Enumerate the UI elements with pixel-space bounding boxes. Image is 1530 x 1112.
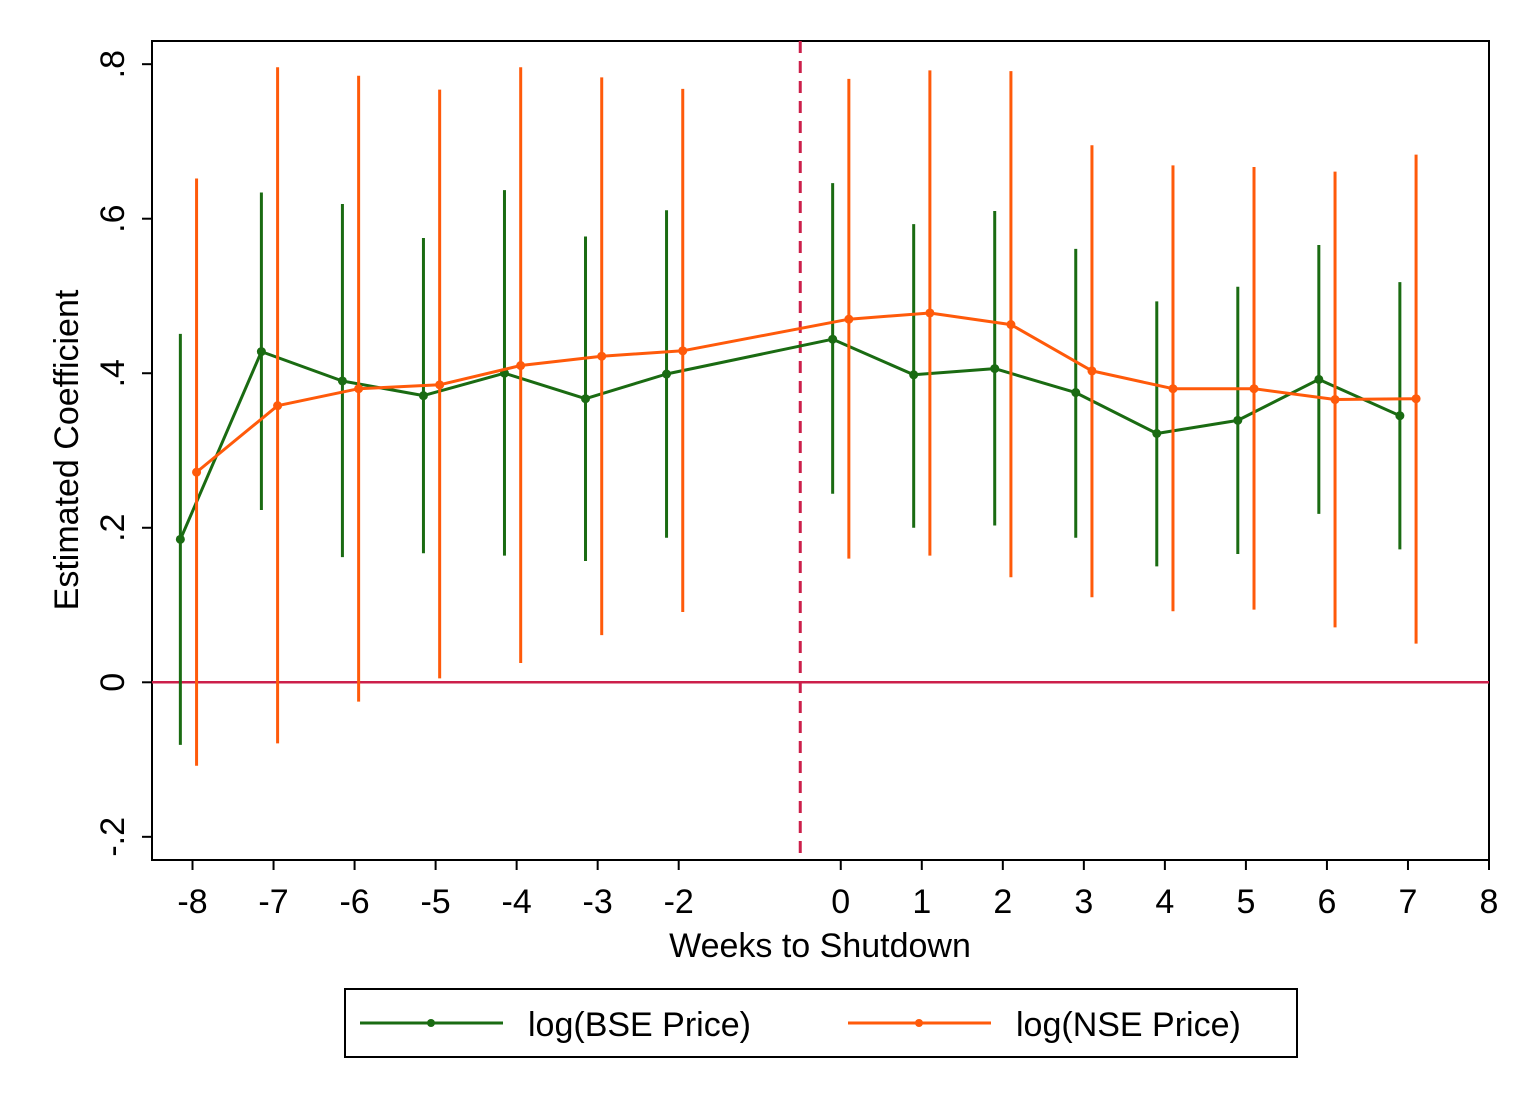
data-point [516, 361, 526, 371]
x-tick-label: 6 [1317, 883, 1336, 921]
data-point [1330, 395, 1340, 405]
y-tick-label: .4 [94, 359, 132, 387]
data-point [678, 346, 688, 356]
data-point [1314, 374, 1324, 384]
data-point [1168, 384, 1178, 394]
x-tick-label: 4 [1155, 883, 1174, 921]
reference-lines [152, 41, 1489, 860]
data-point [273, 401, 283, 411]
data-point [925, 308, 935, 318]
data-point [844, 314, 854, 324]
legend-label-bse: log(BSE Price) [528, 1006, 751, 1044]
x-tick-label: -7 [258, 883, 288, 921]
y-tick-label: -.2 [94, 817, 132, 857]
data-point [337, 376, 347, 386]
data-point [1411, 394, 1421, 404]
data-point [1071, 388, 1081, 398]
data-point [1395, 411, 1405, 421]
x-tick-label: 8 [1480, 883, 1499, 921]
data-point [909, 370, 919, 380]
x-tick-label: 7 [1399, 883, 1418, 921]
data-point [662, 369, 672, 379]
data-point [1006, 320, 1016, 330]
y-tick-label: .6 [94, 205, 132, 233]
x-tick-label: -6 [339, 883, 369, 921]
series-layer [175, 67, 1421, 766]
data-point [990, 364, 1000, 374]
y-tick-label: .8 [94, 50, 132, 78]
x-tick-label: 5 [1236, 883, 1255, 921]
data-point [1233, 415, 1243, 425]
data-point [597, 351, 607, 361]
x-tick-label: -8 [177, 883, 207, 921]
data-point [581, 394, 591, 404]
data-point [354, 384, 364, 394]
legend-label-nse: log(NSE Price) [1016, 1006, 1241, 1044]
x-tick-label: 3 [1074, 883, 1093, 921]
y-tick-label: .2 [94, 514, 132, 542]
data-point [175, 534, 185, 544]
x-tick-label: -2 [664, 883, 694, 921]
x-axis: -8 -7 -6 -5 -4 -3 -2 0 1 2 3 4 5 6 7 8 [177, 860, 1498, 921]
data-point [1152, 429, 1162, 439]
data-point [1087, 366, 1097, 376]
data-point [192, 467, 202, 477]
series-1 [192, 67, 1421, 766]
legend-marker-nse [915, 1019, 923, 1027]
x-tick-label: 2 [993, 883, 1012, 921]
x-tick-label: -5 [420, 883, 450, 921]
data-point [256, 347, 266, 357]
data-point [1249, 384, 1259, 394]
y-axis-title: Estimated Coefficient [48, 289, 86, 610]
x-tick-label: 1 [912, 883, 931, 921]
data-point [435, 380, 445, 390]
series-0 [175, 183, 1405, 745]
legend-marker-bse [427, 1019, 435, 1027]
x-tick-label: 0 [831, 883, 850, 921]
plot-area-frame [151, 40, 1490, 861]
x-axis-title: Weeks to Shutdown [669, 927, 971, 965]
y-tick-label: 0 [94, 673, 132, 692]
data-point [828, 334, 838, 344]
y-axis: -.2 0 .2 .4 .6 .8 [94, 50, 152, 857]
data-point [418, 391, 428, 401]
legend: log(BSE Price) log(NSE Price) [344, 988, 1298, 1058]
x-tick-label: -3 [583, 883, 613, 921]
legend-box [344, 988, 1298, 1058]
x-tick-label: -4 [502, 883, 532, 921]
